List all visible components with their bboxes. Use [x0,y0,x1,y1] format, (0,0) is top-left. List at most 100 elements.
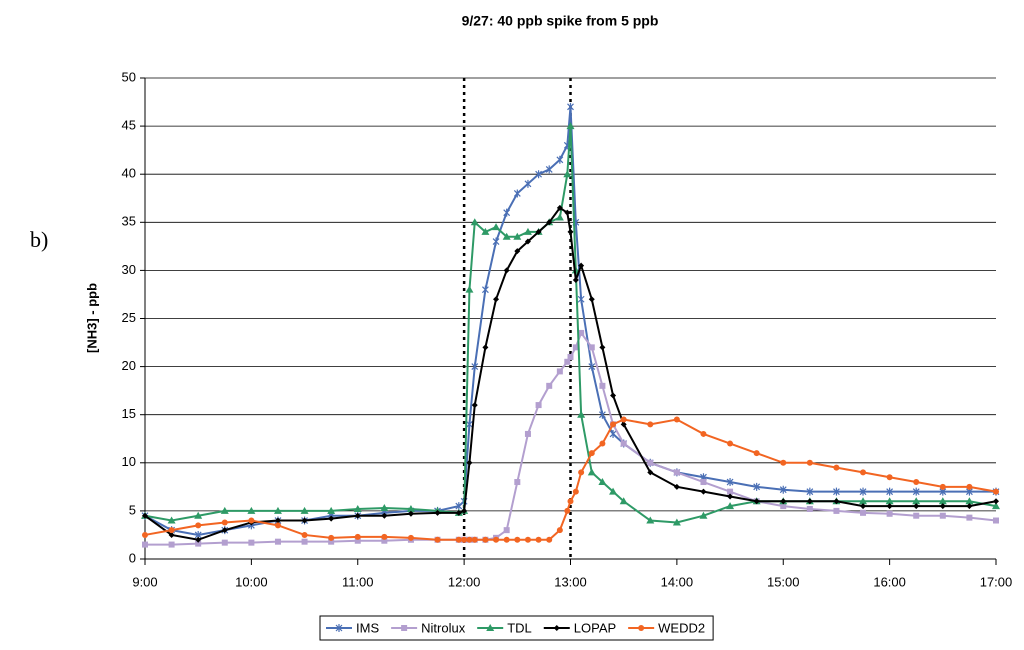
marker [572,277,579,284]
marker [620,440,627,447]
marker [300,506,309,514]
marker [503,208,511,217]
marker [221,519,228,526]
y-tick-label: 30 [122,262,136,277]
marker [354,537,361,544]
y-tick-label: 10 [122,454,136,469]
marker [913,503,920,510]
marker [546,219,553,226]
marker [885,497,894,505]
marker [806,505,813,512]
marker [524,179,532,188]
marker [247,506,256,514]
marker [482,344,489,351]
marker [407,510,414,517]
marker [465,285,474,293]
marker [647,421,654,428]
marker [545,165,553,174]
marker [142,541,148,548]
marker [524,536,531,543]
marker [993,517,999,524]
marker [514,479,521,486]
marker [860,503,867,510]
marker [806,487,814,496]
marker [556,368,563,375]
marker [167,516,176,524]
marker [966,483,973,490]
marker [620,416,627,423]
marker [194,511,203,519]
marker [503,527,510,534]
marker [401,625,408,631]
marker [328,534,335,541]
marker [564,358,571,365]
marker [572,344,579,351]
marker [503,267,510,274]
series-line [144,206,997,541]
marker [599,440,606,447]
marker [381,537,388,544]
marker [599,344,606,351]
marker [912,487,920,496]
marker [471,362,479,371]
marker [481,227,490,235]
marker [407,534,414,541]
marker [503,536,510,543]
marker [727,493,734,500]
marker [806,459,813,466]
marker [833,507,840,514]
legend-label: Nitrolux [421,620,466,635]
marker [886,503,893,510]
y-tick-label: 40 [122,166,136,181]
marker [673,483,680,490]
marker [381,533,388,540]
marker [481,285,489,294]
marker [514,536,521,543]
marker [700,488,707,495]
marker [610,392,617,399]
marker [727,440,734,447]
marker [567,498,574,505]
x-tick-label: 17:00 [980,574,1013,589]
marker [195,522,202,529]
marker [461,507,468,514]
marker [524,430,531,437]
marker [588,344,595,351]
y-tick-label: 45 [122,118,136,133]
marker [647,459,654,466]
marker [535,536,542,543]
marker [195,540,202,547]
marker [700,479,707,486]
marker [780,503,787,510]
y-tick-label: 35 [122,214,136,229]
marker [833,498,840,505]
x-tick-label: 14:00 [661,574,694,589]
marker [939,483,946,490]
y-tick-label: 25 [122,310,136,325]
marker [301,517,308,524]
marker [514,248,521,255]
marker [727,488,734,495]
marker [598,410,606,419]
marker [354,512,361,519]
marker [523,227,532,235]
marker [609,487,618,495]
marker [556,155,564,164]
x-tick-label: 12:00 [448,574,481,589]
y-tick-label: 0 [129,550,136,565]
marker [502,232,511,240]
marker [567,102,574,111]
marker [577,295,585,304]
x-tick-label: 13:00 [554,574,587,589]
marker [859,487,867,496]
series-line [144,106,996,536]
x-tick-label: 9:00 [132,574,157,589]
marker [726,478,734,487]
marker [966,514,973,521]
marker [939,512,946,519]
marker [142,531,148,538]
marker [328,538,335,545]
marker [993,498,999,505]
marker [578,469,585,476]
